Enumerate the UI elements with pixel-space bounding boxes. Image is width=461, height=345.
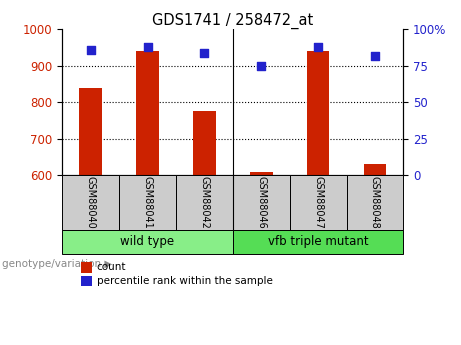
Bar [364, 165, 386, 175]
Text: GSM88041: GSM88041 [142, 176, 153, 229]
Bar [176, 175, 233, 230]
Bar [62, 230, 233, 254]
Point [144, 44, 151, 50]
Bar [250, 172, 272, 175]
Text: vfb triple mutant: vfb triple mutant [268, 235, 368, 248]
Text: GSM88042: GSM88042 [199, 176, 209, 229]
Bar [79, 88, 102, 175]
Bar [233, 230, 403, 254]
Text: wild type: wild type [120, 235, 175, 248]
Bar [233, 175, 290, 230]
Bar [136, 51, 159, 175]
Bar [307, 51, 330, 175]
Text: GSM88047: GSM88047 [313, 176, 323, 229]
Bar [347, 175, 403, 230]
Text: GSM88040: GSM88040 [86, 176, 96, 229]
Point [371, 53, 378, 58]
Point [201, 50, 208, 56]
Point [258, 63, 265, 69]
Bar [62, 175, 119, 230]
Bar [290, 175, 347, 230]
Text: GSM88048: GSM88048 [370, 176, 380, 229]
Text: count: count [97, 263, 126, 272]
Text: genotype/variation ▶: genotype/variation ▶ [2, 259, 112, 269]
Bar [193, 111, 216, 175]
Text: GSM88046: GSM88046 [256, 176, 266, 229]
Text: percentile rank within the sample: percentile rank within the sample [97, 276, 273, 286]
Point [87, 47, 95, 52]
Title: GDS1741 / 258472_at: GDS1741 / 258472_at [152, 13, 313, 29]
Bar [119, 175, 176, 230]
Point [314, 44, 322, 50]
